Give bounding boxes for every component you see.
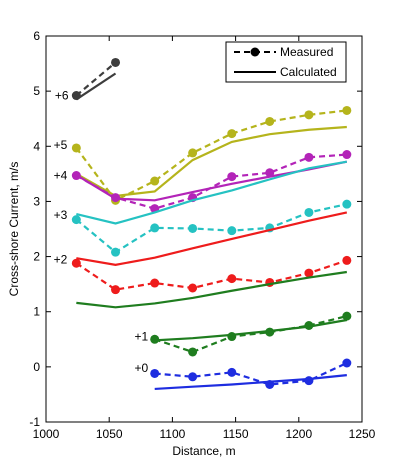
measured-point — [342, 105, 352, 115]
measured-point — [188, 347, 198, 357]
measured-point — [150, 368, 160, 378]
series-label: +5 — [54, 138, 68, 152]
measured-line — [75, 109, 347, 202]
y-tick-label: 4 — [33, 139, 40, 153]
measured-point — [265, 380, 275, 390]
axis-ticks: 1000 1050 1100 1150 1200 1250 -1 0 1 2 3 4 5 6 — [29, 29, 375, 441]
x-axis-label: Distance, m — [172, 444, 235, 458]
measured-point — [71, 258, 81, 268]
series-label: +6 — [55, 89, 69, 103]
legend-measured-marker — [250, 47, 260, 57]
calculated-line — [76, 160, 348, 225]
measured-point — [304, 376, 314, 386]
legend-measured-label: Measured — [280, 45, 333, 59]
x-tick-label: 1250 — [349, 427, 376, 441]
measured-point — [111, 247, 121, 257]
measured-point — [188, 223, 198, 233]
measured-line — [75, 61, 117, 97]
y-tick-label: 6 — [33, 29, 40, 43]
series-label: +4 — [54, 169, 68, 183]
measured-point — [71, 215, 81, 225]
measured-point — [111, 57, 121, 67]
y-tick-label: 5 — [33, 84, 40, 98]
measured-point — [304, 207, 314, 217]
measured-line — [154, 361, 348, 386]
measured-point — [150, 334, 160, 344]
measured-point — [188, 372, 198, 382]
legend-calculated-label: Calculated — [280, 65, 337, 79]
measured-line — [75, 153, 347, 210]
y-tick-label: 0 — [33, 360, 40, 374]
series-labels: +6 +5 +4 +3 +2 +1 +0 — [54, 89, 149, 375]
measured-point — [227, 226, 237, 236]
y-axis-label: Cross-shore Current, m/s — [7, 162, 21, 297]
series-label: +3 — [54, 208, 68, 222]
series-label: +2 — [54, 252, 68, 266]
measured-point — [342, 311, 352, 321]
measured-point — [304, 152, 314, 162]
series-label: +0 — [134, 361, 148, 375]
y-tick-label: -1 — [29, 415, 40, 429]
measured-point — [227, 367, 237, 377]
x-tick-label: 1100 — [159, 427, 185, 441]
x-tick-label: 1050 — [96, 427, 123, 441]
measured-point — [265, 116, 275, 126]
measured-point — [111, 193, 121, 203]
measured-line — [75, 203, 348, 254]
x-tick-label: 1000 — [33, 427, 60, 441]
measured-point — [150, 176, 160, 186]
plot-frame — [45, 35, 363, 423]
measured-point — [150, 278, 160, 288]
measured-point — [342, 358, 352, 368]
measured-point — [227, 129, 237, 139]
legend: Measured Calculated — [225, 41, 347, 83]
y-tick-label: 2 — [33, 250, 40, 264]
y-tick-label: 1 — [33, 305, 40, 319]
measured-point — [71, 143, 81, 153]
calculated-line — [75, 72, 117, 101]
x-tick-label: 1200 — [285, 427, 312, 441]
measured-point — [342, 150, 352, 160]
calculated-line — [76, 211, 348, 266]
measured-point — [304, 268, 314, 278]
measured-point — [342, 255, 352, 265]
measured-point — [188, 148, 198, 158]
measured-point — [188, 283, 198, 293]
measured-point — [304, 110, 314, 120]
measured-line — [154, 315, 348, 354]
calculated-line — [76, 270, 347, 309]
measured-line — [75, 259, 348, 291]
measured-point — [71, 91, 81, 101]
measured-point — [150, 223, 160, 233]
measured-point — [342, 199, 352, 209]
measured-point — [111, 285, 121, 295]
measured-point — [265, 168, 275, 178]
calculated-line — [154, 318, 348, 342]
series-layer — [71, 57, 352, 391]
x-tick-label: 1150 — [223, 427, 249, 441]
y-tick-label: 3 — [33, 194, 40, 208]
series-label: +1 — [134, 330, 148, 344]
measured-point — [71, 171, 81, 181]
measured-point — [227, 332, 237, 342]
calculated-line — [75, 125, 347, 198]
measured-point — [227, 172, 237, 182]
legend-box — [225, 41, 347, 83]
measured-point — [227, 274, 237, 284]
